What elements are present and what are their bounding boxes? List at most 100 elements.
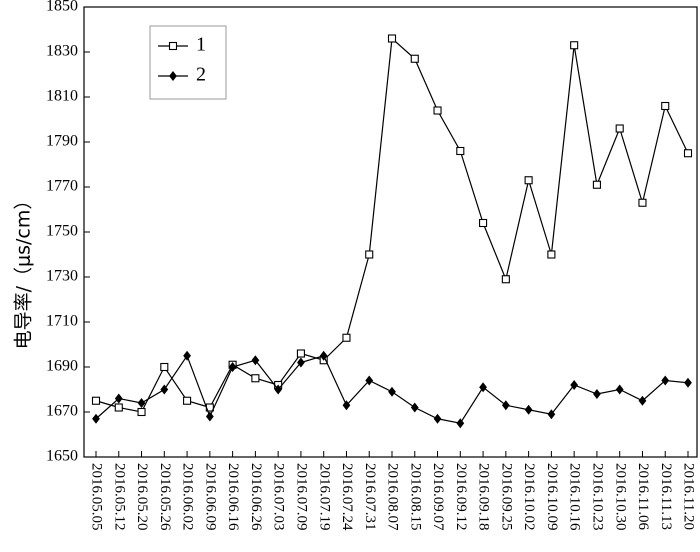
- legend-label: 2: [196, 64, 206, 86]
- y-tick-label: 1710: [46, 313, 78, 330]
- series-1-point: [661, 101, 670, 111]
- x-tick-label: 2016.05.26: [157, 463, 173, 531]
- x-tick-label: 2016.09.12: [453, 463, 469, 531]
- x-tick-label: 2016.09.07: [430, 463, 446, 531]
- legend: 12: [149, 25, 227, 100]
- legend-entry-1: 1: [158, 34, 206, 56]
- x-tick-label: 2016.06.09: [202, 463, 218, 531]
- y-tick-label: 1790: [46, 133, 78, 150]
- series-2-point: [92, 413, 100, 424]
- y-tick-label: 1670: [46, 403, 78, 420]
- series-1-point: [342, 333, 351, 342]
- x-tick-label: 2016.05.12: [111, 463, 127, 531]
- series-1-point: [114, 403, 123, 412]
- x-tick-label: 2016.06.02: [180, 463, 196, 531]
- series-layer: [91, 34, 693, 429]
- series-2-point: [547, 409, 556, 420]
- x-ticks: 2016.05.05 2016.05.12 2016.05.20 2016.05.26…: [89, 451, 697, 531]
- x-tick-label: 2016.10.16: [567, 463, 583, 531]
- series-1-point: [456, 146, 465, 156]
- x-tick-label: 2016.07.24: [339, 463, 355, 531]
- series-2-point: [684, 377, 692, 388]
- series-2: [92, 350, 692, 429]
- legend-box: [149, 25, 227, 100]
- series-1-point: [387, 34, 397, 43]
- series-2-point: [205, 411, 214, 422]
- legend-entry-2: 2: [158, 64, 206, 86]
- series-2-point: [524, 404, 533, 415]
- x-tick-label: 2016.07.03: [271, 463, 287, 531]
- x-tick-label: 2016.06.26: [248, 463, 264, 531]
- x-tick-label: 2016.11.20: [681, 463, 697, 530]
- x-tick-label: 2016.05.20: [134, 463, 150, 531]
- series-1-point: [524, 176, 533, 185]
- series-1-point: [183, 396, 192, 405]
- y-tick-label: 1830: [46, 43, 78, 60]
- series-2-point: [593, 389, 601, 399]
- series-2-point: [410, 402, 419, 413]
- x-tick-label: 2016.10.23: [589, 463, 605, 531]
- y-tick-label: 1810: [46, 88, 78, 105]
- series-1: [91, 34, 693, 417]
- series-2-point: [661, 375, 670, 386]
- series-1-point: [479, 218, 488, 228]
- series-2-point: [297, 357, 305, 368]
- series-1-point: [547, 250, 556, 259]
- series-2-point: [251, 355, 260, 366]
- y-tick-label: 1770: [46, 178, 78, 195]
- series-1-point: [296, 349, 305, 358]
- series-1-point: [91, 396, 101, 405]
- legend-marker: [168, 41, 178, 51]
- x-tick-label: 2016.08.07: [385, 463, 401, 531]
- series-2-point: [342, 400, 351, 411]
- y-ticks: 1650 1670 1690 1710 1730 1750 1770 1790 1810 1830…: [46, 0, 90, 465]
- series-1-point: [638, 198, 647, 207]
- series-2-point: [319, 350, 328, 361]
- x-tick-label: 2016.10.09: [544, 463, 560, 531]
- series-1-point: [683, 149, 693, 158]
- series-2-point: [183, 350, 191, 361]
- series-1-point: [251, 374, 260, 383]
- series-1-point: [615, 124, 624, 133]
- x-tick-label: 2016.11.13: [658, 463, 674, 530]
- series-2-point: [228, 362, 237, 372]
- x-tick-label: 2016.07.09: [293, 463, 309, 531]
- series-1-point: [570, 41, 579, 50]
- y-tick-label: 1750: [46, 223, 78, 240]
- series-1-point: [365, 250, 374, 259]
- x-tick-label: 2016.10.02: [521, 463, 537, 531]
- y-tick-label: 1730: [46, 268, 78, 285]
- series-2-point: [501, 400, 510, 411]
- x-tick-label: 2016.09.25: [498, 463, 514, 531]
- x-tick-label: 2016.09.18: [476, 463, 492, 531]
- series-2-point: [456, 418, 465, 429]
- series-2-point: [388, 386, 396, 397]
- legend-label: 1: [196, 34, 206, 56]
- x-tick-label: 2016.10.30: [612, 463, 628, 531]
- series-2-point: [160, 384, 169, 395]
- series-2-point: [570, 380, 579, 390]
- series-1-point: [592, 180, 601, 189]
- series-2-point: [137, 398, 146, 408]
- series-2-point: [114, 393, 123, 404]
- legend-marker: [169, 71, 177, 81]
- y-axis-label: 电导率/（μs/cm）: [13, 191, 35, 350]
- series-2-point: [365, 375, 374, 386]
- x-tick-label: 2016.11.06: [635, 463, 651, 530]
- series-1-point: [433, 106, 442, 115]
- series-1-point: [410, 54, 419, 63]
- series-1-point: [137, 407, 146, 417]
- x-tick-label: 2016.05.05: [89, 463, 105, 531]
- y-tick-label: 1850: [46, 0, 78, 15]
- y-tick-label: 1690: [46, 358, 78, 375]
- y-tick-label: 1650: [46, 448, 78, 465]
- series-2-point: [615, 384, 624, 395]
- x-tick-label: 2016.07.19: [316, 463, 332, 531]
- series-1-point: [501, 275, 510, 284]
- series-2-point: [638, 395, 647, 406]
- x-tick-label: 2016.07.31: [362, 463, 378, 531]
- series-2-point: [433, 413, 442, 424]
- series-2-point: [479, 382, 487, 393]
- x-tick-label: 2016.06.16: [225, 463, 241, 531]
